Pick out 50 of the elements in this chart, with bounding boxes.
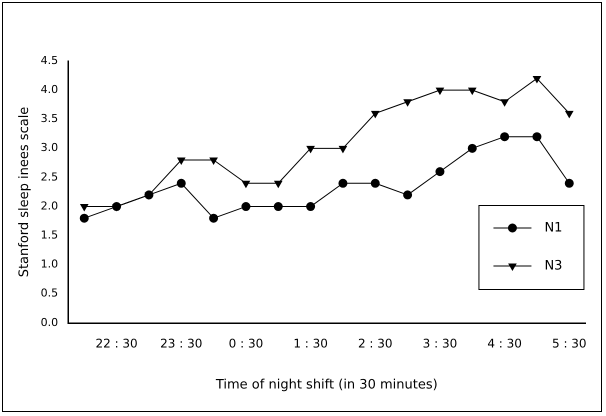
y-tick-label: 0.5 [40, 286, 58, 300]
point [468, 88, 476, 95]
x-tick-label: 2 : 30 [358, 336, 393, 350]
y-tick-label: 3.0 [40, 141, 58, 154]
point [306, 146, 315, 153]
y-tick-label: 1.5 [40, 228, 58, 242]
point [371, 110, 380, 118]
x-tick-label: 3 : 30 [422, 336, 458, 350]
point [274, 180, 282, 188]
x-tick-label: 23 : 30 [160, 336, 202, 350]
point [403, 190, 412, 200]
point [404, 99, 412, 106]
point [242, 180, 250, 188]
point [370, 178, 380, 188]
point [468, 144, 477, 153]
point [435, 167, 444, 176]
x-tick-label: 1 : 30 [293, 336, 328, 350]
y-tick-label: 0.0 [40, 316, 58, 329]
point [500, 132, 510, 142]
y-tick-label: 4.5 [40, 54, 58, 67]
point [436, 88, 444, 95]
point [80, 214, 89, 223]
x-tick-label: 0 : 30 [228, 336, 264, 350]
point [564, 178, 574, 188]
point [241, 202, 250, 212]
x-tick-label: 22 : 30 [95, 336, 138, 350]
point [338, 178, 348, 188]
point [210, 157, 218, 164]
point [565, 110, 574, 118]
point [209, 214, 218, 223]
y-tick-label: 2.5 [40, 170, 58, 184]
point [177, 157, 186, 164]
point [176, 178, 186, 188]
x-tick-label: 4 : 30 [487, 336, 522, 350]
legend-label: N1 [544, 220, 562, 236]
y-axis-title: Stanford sleep inees scale [17, 106, 32, 278]
point [80, 204, 88, 212]
x-axis-title: Time of night shift (in 30 minutes) [214, 378, 438, 393]
legend-label: N3 [544, 258, 562, 274]
point [500, 99, 509, 106]
point [274, 202, 283, 212]
y-tick-label: 3.5 [40, 112, 58, 126]
point [532, 132, 542, 142]
point [338, 146, 347, 153]
y-tick-label: 2.0 [40, 199, 58, 212]
point [306, 202, 316, 212]
y-tick-label: 4.0 [40, 82, 58, 96]
point [532, 76, 541, 83]
x-tick-label: 5 : 30 [552, 336, 587, 350]
y-tick-label: 1.0 [40, 258, 58, 271]
